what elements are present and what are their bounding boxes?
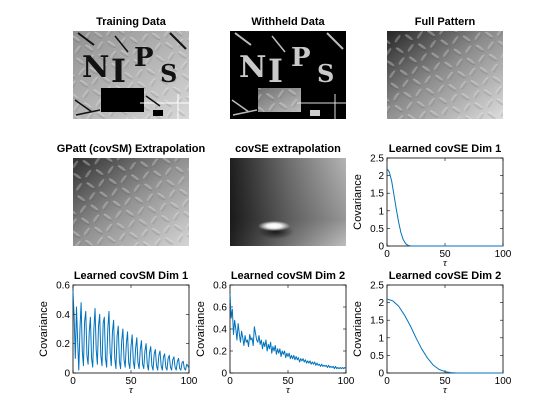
x-tick-label: 100 bbox=[495, 249, 512, 260]
y-tick-label: 1.5 bbox=[370, 189, 384, 200]
withheld-region bbox=[101, 88, 144, 112]
plot-area bbox=[386, 157, 504, 247]
x-tick-label: 0 bbox=[227, 376, 233, 387]
gpatt-extrapolation-image bbox=[73, 158, 189, 246]
bright-artifact bbox=[258, 221, 290, 231]
svg-text:P: P bbox=[134, 43, 154, 73]
svg-text:S: S bbox=[160, 59, 177, 88]
svg-text:P: P bbox=[291, 43, 311, 73]
y-tick-label: 2 bbox=[378, 171, 384, 182]
training-data-title: Training Data bbox=[96, 16, 167, 28]
svg-text:I: I bbox=[111, 52, 126, 90]
y-axis-label: Covariance bbox=[352, 301, 364, 357]
y-tick-label: 2.5 bbox=[370, 281, 384, 292]
x-tick-label: 50 bbox=[439, 376, 451, 387]
svg-text:N: N bbox=[82, 50, 109, 85]
svg-text:I: I bbox=[268, 52, 283, 90]
y-axis-label: Covariance bbox=[195, 301, 207, 357]
series-line bbox=[229, 293, 347, 370]
y-tick-label: 0.6 bbox=[213, 303, 227, 314]
series-line bbox=[72, 290, 190, 371]
x-axis-label: τ bbox=[129, 384, 134, 396]
y-tick-label: 0.5 bbox=[370, 224, 384, 235]
y-tick-label: 0.2 bbox=[213, 347, 227, 358]
x-axis-label: τ bbox=[286, 384, 291, 396]
withheld-data-image: N I P S bbox=[230, 31, 346, 119]
chart-learned-covsm-dim1: Learned covSM Dim 1 0 50 100 0 0.2 0.4 0.6 τ Cova… bbox=[38, 270, 198, 396]
chart-title: Learned covSM Dim 2 bbox=[231, 270, 345, 282]
full-pattern-title: Full Pattern bbox=[415, 16, 476, 28]
series-line bbox=[386, 298, 503, 374]
x-tick-label: 100 bbox=[338, 376, 355, 387]
x-tick-label: 0 bbox=[384, 249, 390, 260]
covse-extrapolation-title: covSE extrapolation bbox=[235, 143, 341, 155]
x-tick-label: 50 bbox=[439, 249, 451, 260]
chart-title: Learned covSE Dim 1 bbox=[389, 143, 502, 155]
y-tick-label: 0.4 bbox=[213, 325, 227, 336]
chart-title: Learned covSM Dim 1 bbox=[74, 270, 188, 282]
chart-learned-covsm-dim2: Learned covSM Dim 2 0 50 100 0 0.2 0.4 0.6 0.8 τ C… bbox=[195, 270, 355, 396]
x-axis-label: τ bbox=[443, 257, 448, 269]
full-pattern-image bbox=[387, 31, 503, 119]
x-tick-label: 50 bbox=[282, 376, 294, 387]
covse-extrapolation-image bbox=[230, 158, 346, 246]
x-tick-label: 100 bbox=[181, 376, 198, 387]
gpatt-title: GPatt (covSM) Extrapolation bbox=[57, 143, 206, 155]
chart-learned-covse-dim1: Learned covSE Dim 1 0 50 100 0 0.5 1 1.5 2 2.5 τ Co… bbox=[352, 143, 512, 269]
training-data-image: N I P S bbox=[73, 31, 189, 119]
plot-area bbox=[229, 284, 347, 374]
y-tick-label: 0.8 bbox=[213, 281, 227, 292]
y-tick-label: 0.6 bbox=[56, 281, 70, 292]
y-tick-label: 2.5 bbox=[370, 154, 384, 165]
y-tick-label: 0 bbox=[378, 369, 384, 380]
chart-learned-covse-dim2: Learned covSE Dim 2 0 50 100 0 0.5 1 1.5 2 2.5 τ Co… bbox=[352, 270, 512, 396]
y-tick-label: 0 bbox=[221, 369, 227, 380]
nips-logo-withheld: N I P S bbox=[239, 43, 334, 90]
y-axis-label: Covariance bbox=[38, 301, 50, 357]
chart-title: Learned covSE Dim 2 bbox=[389, 270, 502, 282]
y-axis-label: Covariance bbox=[352, 174, 364, 230]
y-tick-label: 1.5 bbox=[370, 316, 384, 327]
y-tick-label: 2 bbox=[378, 298, 384, 309]
withheld-data-title: Withheld Data bbox=[251, 16, 325, 28]
nips-logo: N I P S bbox=[82, 43, 177, 90]
svg-text:N: N bbox=[239, 50, 266, 85]
y-tick-label: 0.2 bbox=[56, 339, 70, 350]
svg-text:S: S bbox=[317, 59, 334, 88]
y-tick-label: 0 bbox=[378, 242, 384, 253]
y-tick-label: 1 bbox=[378, 333, 384, 344]
series-line bbox=[386, 168, 503, 247]
x-tick-label: 0 bbox=[384, 376, 390, 387]
y-tick-label: 0.5 bbox=[370, 351, 384, 362]
plot-area bbox=[386, 284, 504, 374]
x-tick-label: 0 bbox=[70, 376, 76, 387]
y-tick-label: 0 bbox=[64, 369, 70, 380]
x-axis-label: τ bbox=[443, 384, 448, 396]
y-tick-label: 0.4 bbox=[56, 310, 70, 321]
x-tick-label: 50 bbox=[125, 376, 137, 387]
y-tick-label: 1 bbox=[378, 206, 384, 217]
x-tick-label: 100 bbox=[495, 376, 512, 387]
